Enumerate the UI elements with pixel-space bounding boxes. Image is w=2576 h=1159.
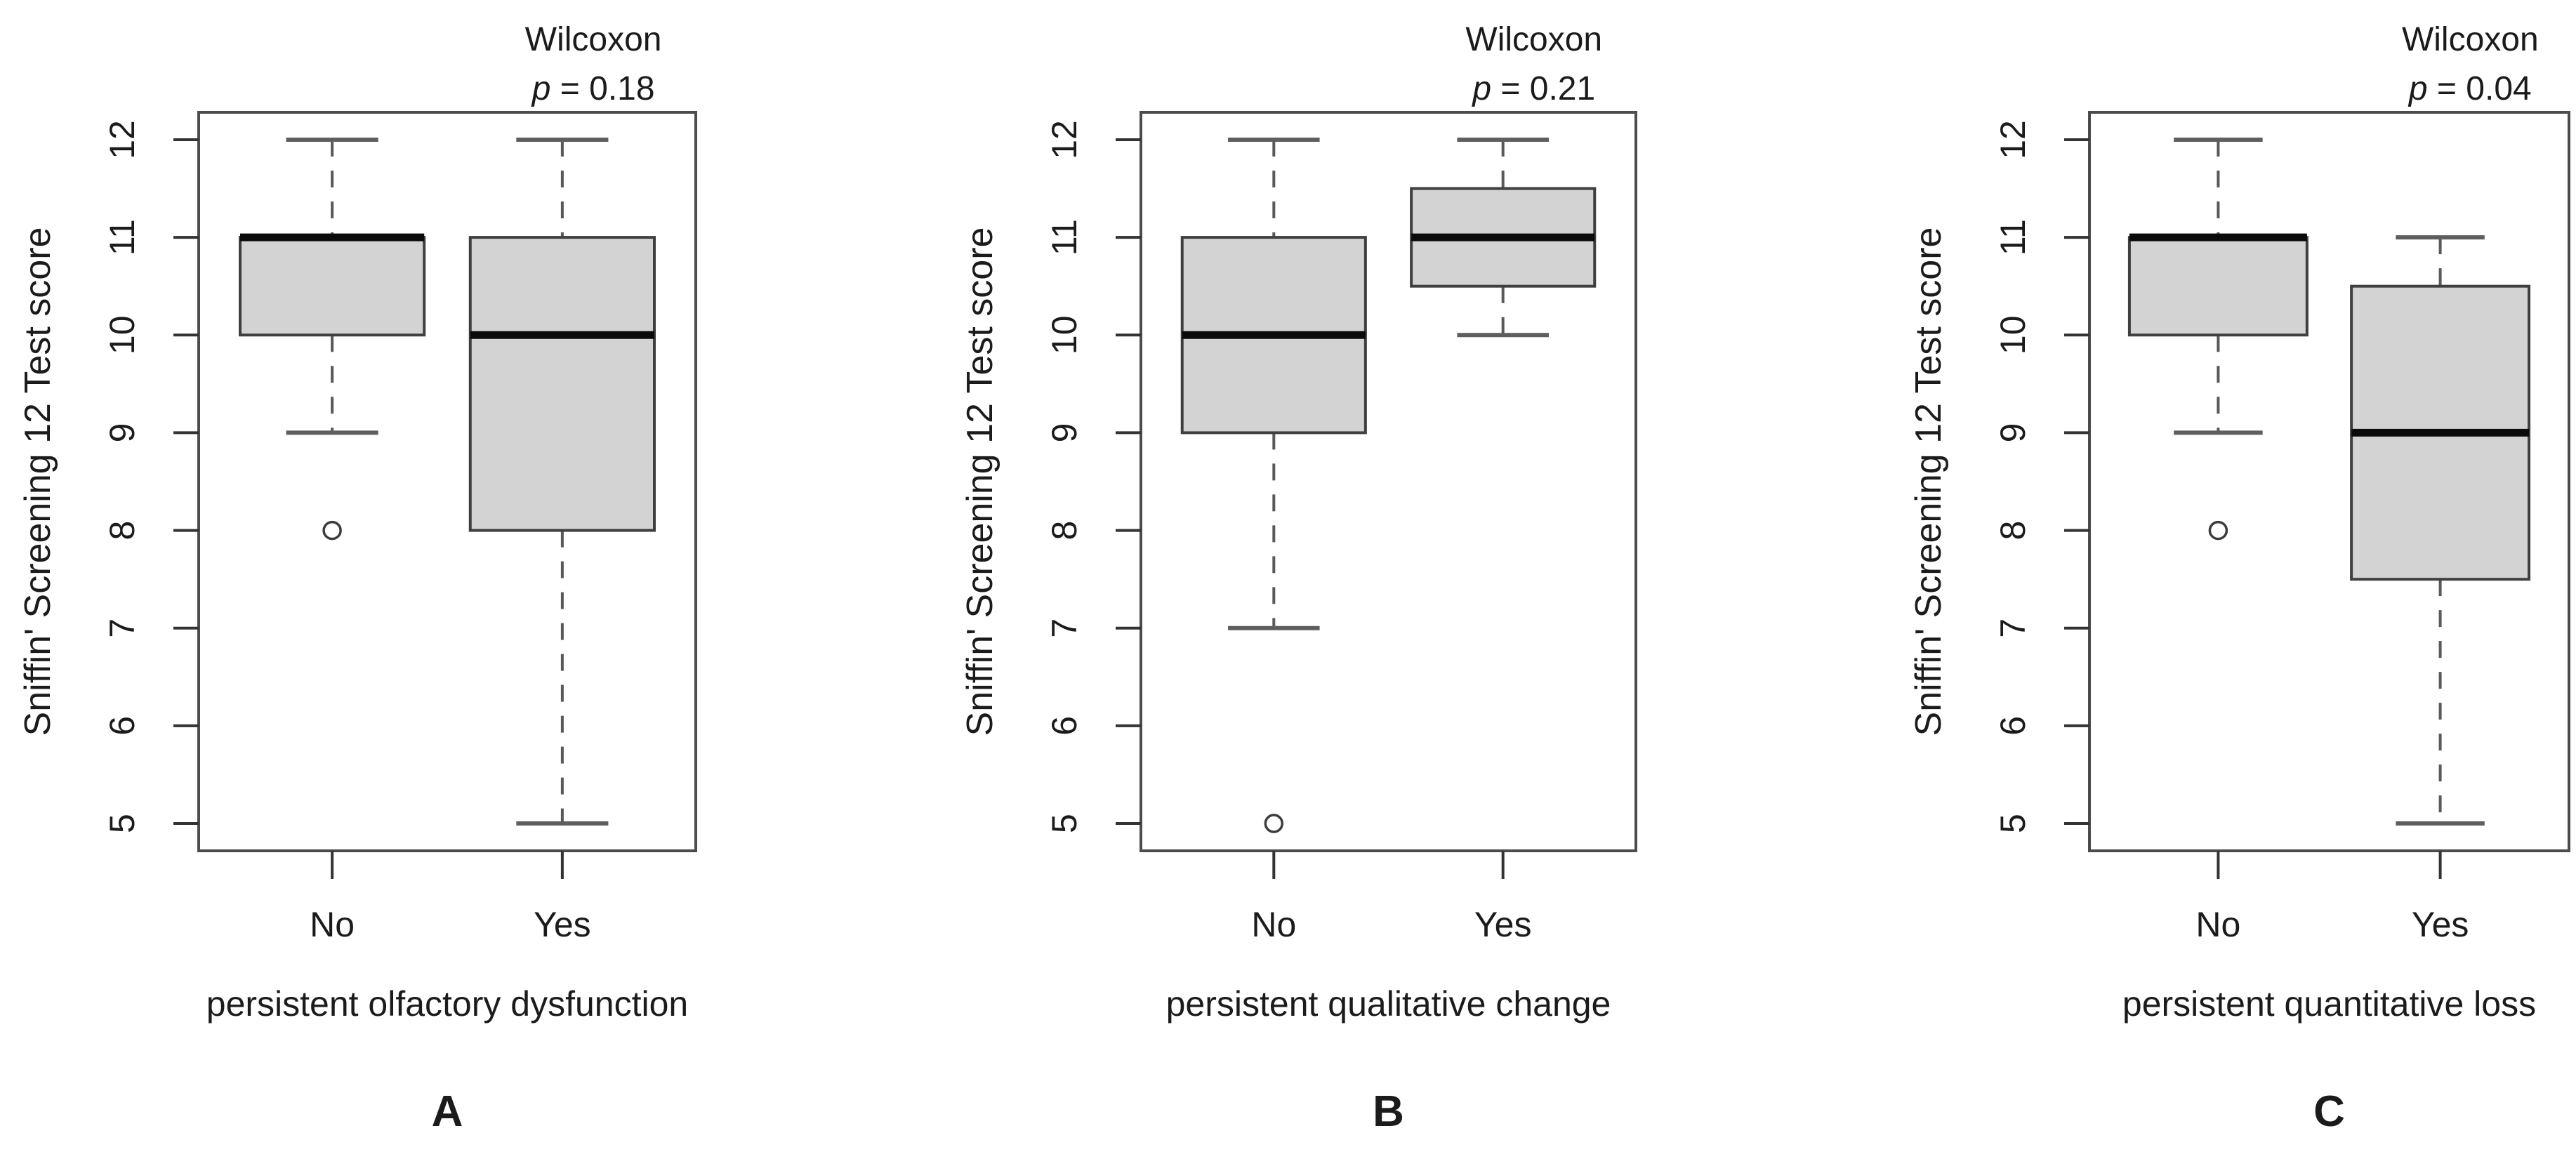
y-tick-label: 7: [1045, 618, 1084, 638]
y-tick-label: 9: [1993, 423, 2033, 443]
y-tick-label: 11: [103, 219, 142, 256]
boxplot-chart-c: Wilcoxon p = 0.04 5 6 7 8 9 10 11 12 Sniffin' Scre…: [1908, 21, 2570, 1136]
x-tick-label: Yes: [534, 905, 591, 944]
x-tick-label: No: [2195, 905, 2240, 944]
stat-test-title: Wilcoxon: [525, 21, 662, 58]
y-tick-label: 10: [1045, 315, 1084, 355]
boxplot-panel-c: Wilcoxon p = 0.04 5 6 7 8 9 10 11 12 Sniffin' Scre…: [1717, 0, 2576, 1159]
y-tick-label: 9: [1045, 423, 1084, 443]
outlier-point: [1264, 814, 1284, 833]
p-value-label: p = 0.18: [531, 70, 655, 107]
plot-frame: [1140, 111, 1637, 852]
y-tick-label: 7: [1993, 618, 2033, 638]
y-tick-label: 6: [103, 716, 142, 736]
y-tick-label: 10: [1993, 315, 2033, 355]
plot-frame: [2088, 111, 2570, 852]
x-tick-label: No: [1251, 905, 1296, 944]
y-tick-label: 7: [103, 618, 142, 638]
p-value-label: p = 0.04: [2407, 70, 2532, 107]
y-tick-label: 12: [103, 120, 142, 159]
panel-letter: B: [1373, 1087, 1404, 1136]
plot-frame: [197, 111, 697, 852]
iqr-box-yes: [468, 236, 656, 532]
x-axis-title: persistent qualitative change: [1166, 984, 1611, 1024]
x-tick-label: No: [310, 905, 355, 944]
y-tick-label: 8: [1993, 521, 2033, 541]
boxplot-panel-a: Wilcoxon p = 0.18 5 6 7 8 9 10 11 12 Sniffin' Scre…: [0, 0, 859, 1159]
x-axis-title: persistent quantitative loss: [2122, 984, 2536, 1024]
x-tick-label: Yes: [2412, 905, 2469, 944]
y-tick-label: 8: [103, 521, 142, 541]
iqr-box-no: [239, 236, 426, 337]
y-tick-label: 5: [1993, 814, 2033, 833]
outlier-point: [322, 520, 342, 541]
y-axis-title: Sniffin' Screening 12 Test score: [960, 227, 1000, 736]
x-axis-title: persistent olfactory dysfunction: [206, 984, 688, 1024]
panel-letter: A: [432, 1087, 463, 1136]
y-tick-label: 9: [103, 423, 142, 443]
y-tick-label: 8: [1045, 521, 1084, 541]
y-tick-label: 5: [103, 814, 142, 833]
y-axis-title: Sniffin' Screening 12 Test score: [18, 227, 58, 736]
y-tick-label: 12: [1993, 120, 2033, 159]
x-tick-label: Yes: [1474, 905, 1532, 944]
y-axis-title: Sniffin' Screening 12 Test score: [1908, 227, 1949, 736]
outlier-point: [2208, 520, 2228, 541]
panel-letter: C: [2313, 1087, 2345, 1136]
stat-test-title: Wilcoxon: [2402, 21, 2539, 58]
boxplot-chart-b: Wilcoxon p = 0.21 5 6 7 8 9 10 11 12 Sniffin' Scre…: [960, 21, 1637, 1136]
boxplot-panel-b: Wilcoxon p = 0.21 5 6 7 8 9 10 11 12 Sniffin' Scre…: [859, 0, 1717, 1159]
y-tick-label: 6: [1045, 716, 1084, 736]
y-tick-label: 11: [1993, 219, 2033, 256]
y-tick-label: 10: [103, 315, 142, 355]
y-tick-label: 12: [1045, 120, 1084, 159]
y-tick-label: 11: [1045, 219, 1084, 256]
p-value-label: p = 0.21: [1471, 70, 1595, 107]
y-tick-label: 5: [1045, 814, 1084, 833]
iqr-box-no: [2127, 236, 2309, 337]
boxplot-chart-a: Wilcoxon p = 0.18 5 6 7 8 9 10 11 12 Sniffin' Scre…: [18, 21, 697, 1136]
y-tick-label: 6: [1993, 716, 2033, 736]
stat-test-title: Wilcoxon: [1465, 21, 1602, 58]
